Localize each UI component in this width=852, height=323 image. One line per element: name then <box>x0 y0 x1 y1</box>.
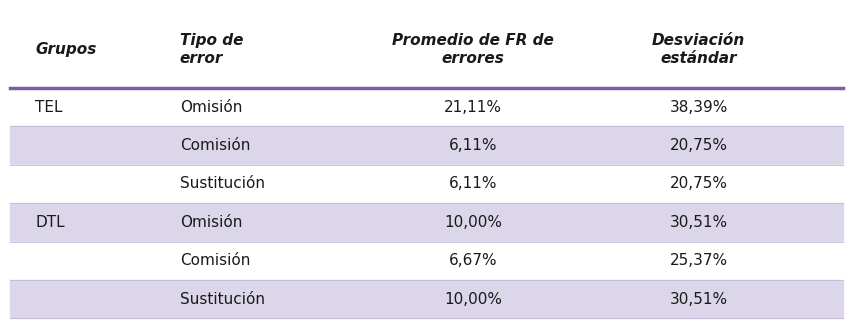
Bar <box>10 88 842 126</box>
Text: Omisión: Omisión <box>180 99 242 115</box>
Text: Sustitución: Sustitución <box>180 176 265 192</box>
Text: 30,51%: 30,51% <box>669 215 727 230</box>
Text: Comisión: Comisión <box>180 253 250 268</box>
Text: 20,75%: 20,75% <box>669 176 727 192</box>
Text: 6,11%: 6,11% <box>448 176 497 192</box>
Text: 10,00%: 10,00% <box>444 215 502 230</box>
Text: Promedio de FR de
errores: Promedio de FR de errores <box>392 33 554 66</box>
Bar <box>10 203 842 242</box>
Bar <box>10 242 842 280</box>
Text: 20,75%: 20,75% <box>669 138 727 153</box>
Text: Comisión: Comisión <box>180 138 250 153</box>
Text: 6,67%: 6,67% <box>448 253 497 268</box>
Text: TEL: TEL <box>35 99 63 115</box>
Text: DTL: DTL <box>35 215 65 230</box>
Text: Tipo de
error: Tipo de error <box>180 33 243 66</box>
Text: Desviación
estándar: Desviación estándar <box>651 33 745 66</box>
Text: 38,39%: 38,39% <box>669 99 727 115</box>
Text: 10,00%: 10,00% <box>444 292 502 307</box>
Text: 21,11%: 21,11% <box>444 99 502 115</box>
Text: 25,37%: 25,37% <box>669 253 727 268</box>
Text: 30,51%: 30,51% <box>669 292 727 307</box>
Bar <box>10 165 842 203</box>
Text: Grupos: Grupos <box>35 42 96 57</box>
Text: Sustitución: Sustitución <box>180 292 265 307</box>
Bar <box>10 280 842 318</box>
Bar <box>10 11 842 88</box>
Text: Omisión: Omisión <box>180 215 242 230</box>
Text: 6,11%: 6,11% <box>448 138 497 153</box>
Bar <box>10 126 842 165</box>
